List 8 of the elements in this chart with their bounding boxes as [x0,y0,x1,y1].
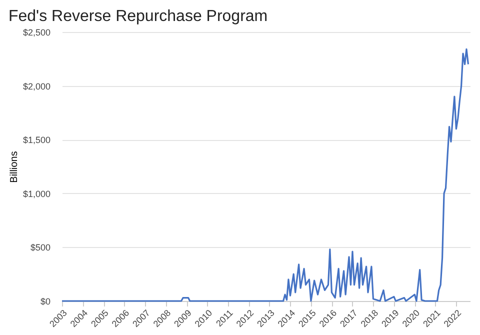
y-tick-label: $2,500 [22,28,50,38]
y-tick-label: $0 [40,296,50,306]
y-tick-label: $1,000 [22,188,50,199]
y-tick-label: $1,500 [22,135,50,146]
chart-title: Fed's Reverse Repurchase Program [8,8,268,25]
y-axis-title: Billions [8,151,20,183]
y-tick-label: $2,000 [22,81,50,92]
y-tick-label: $500 [30,242,50,253]
